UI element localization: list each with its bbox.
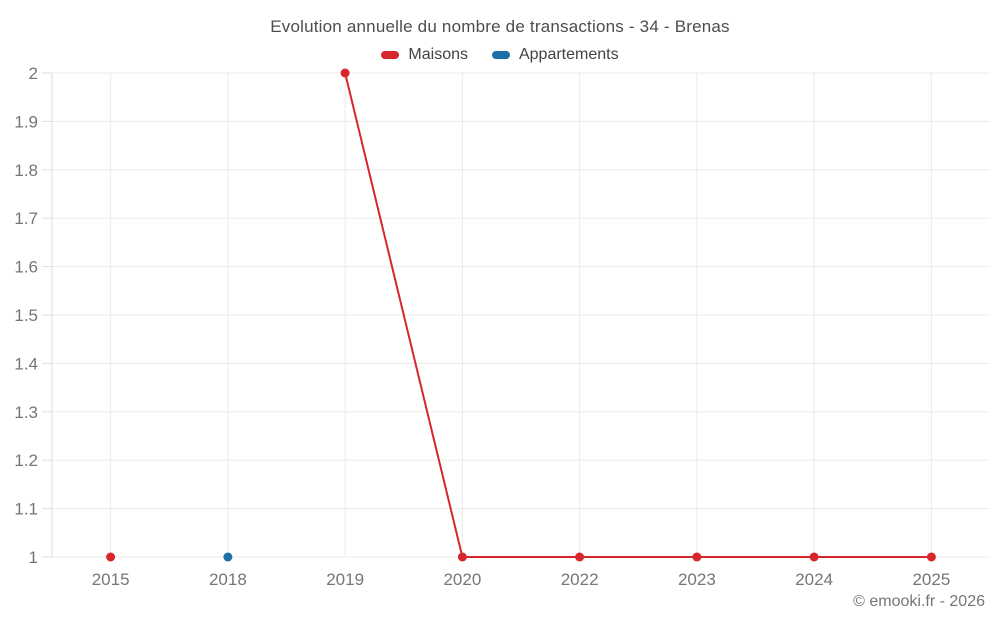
y-tick-label: 1.5 [14, 306, 38, 325]
marker-maisons-2025 [926, 552, 936, 562]
y-tick-label: 1.9 [14, 112, 38, 131]
chart-title: Evolution annuelle du nombre de transact… [270, 17, 730, 36]
legend-swatch [491, 51, 510, 59]
marker-maisons-2024 [809, 552, 819, 562]
marker-maisons-2022 [575, 552, 585, 562]
marker-maisons-2023 [692, 552, 702, 562]
y-tick-label: 1.3 [14, 403, 38, 422]
x-tick-label: 2020 [443, 570, 481, 589]
marker-maisons-2020 [457, 552, 467, 562]
y-tick-label: 1.7 [14, 209, 38, 228]
legend: Maisons Appartements [0, 44, 1000, 66]
x-tick-label: 2015 [92, 570, 130, 589]
x-tick-label: 2022 [561, 570, 599, 589]
y-tick-label: 2 [29, 64, 38, 83]
legend-item-maisons[interactable]: Maisons [381, 46, 468, 64]
legend-swatch [381, 51, 400, 59]
x-tick-label: 2018 [209, 570, 247, 589]
y-tick-label: 1.6 [14, 258, 38, 277]
marker-maisons-2015 [106, 552, 116, 562]
y-tick-label: 1.4 [14, 354, 38, 373]
series-line-maisons [344, 72, 933, 558]
x-tick-label: 2019 [326, 570, 364, 589]
legend-label: Maisons [408, 46, 468, 63]
legend-item-appartements[interactable]: Appartements [491, 46, 619, 64]
copyright: © emooki.fr - 2026 [853, 593, 985, 610]
y-tick-label: 1.8 [14, 161, 38, 180]
y-tick-label: 1 [29, 548, 38, 567]
y-tick-label: 1.1 [14, 500, 38, 519]
x-tick-label: 2024 [795, 570, 833, 589]
marker-maisons-2019 [340, 68, 350, 78]
legend-label: Appartements [518, 46, 619, 63]
x-tick-label: 2023 [678, 570, 716, 589]
y-tick-label: 1.2 [14, 451, 38, 470]
marker-appartements-2018 [223, 552, 233, 562]
x-tick-label: 2025 [912, 570, 950, 589]
